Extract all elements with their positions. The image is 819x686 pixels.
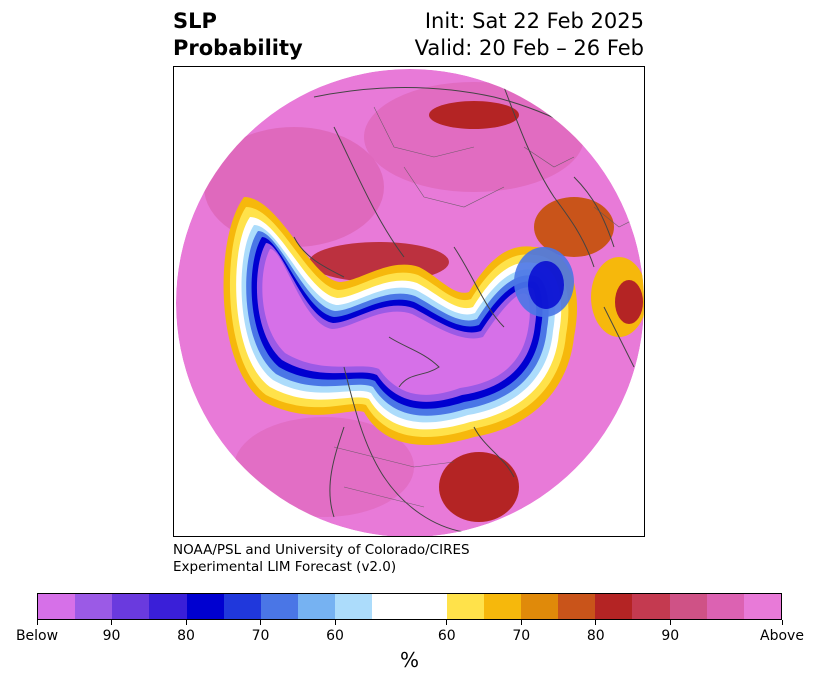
colorbar-tick [520,620,522,625]
colorbar-segment [483,594,522,619]
map-panel [173,66,645,537]
colorbar [37,593,782,620]
colorbar-segment [38,594,76,619]
colorbar-tick [669,620,671,625]
above-region-atlantic-red [439,452,519,522]
colorbar-tick-label: 80 [177,628,195,644]
below-region-europe-core [528,261,564,309]
colorbar-unit-label: % [399,648,419,672]
colorbar-segment [298,594,336,619]
colorbar-tick-label: 60 [326,628,344,644]
credit-line-2: Experimental LIM Forecast (v2.0) [173,559,397,575]
coastlines [293,86,635,533]
colorbar-tick [446,620,448,625]
above-region-asia-red [615,280,643,324]
colorbar-segment [75,594,113,619]
above-region-asia-orange [534,197,614,257]
colorbar-tick-label: Above [760,628,804,644]
colorbar-tick [781,620,783,625]
colorbar-segment [446,594,484,619]
colorbar-tick-label: 60 [437,628,456,644]
title-variable: SLP [173,9,217,33]
colorbar-tick [334,620,336,625]
colorbar-segment [558,594,596,619]
colorbar-segment [669,594,707,619]
below-region-core [262,249,530,395]
title-kind: Probability [173,36,303,60]
colorbar-segment [595,594,633,619]
colorbar-tick-label: 90 [102,628,121,644]
valid-range: Valid: 20 Feb – 26 Feb [414,36,644,60]
colorbar-tick [36,620,38,625]
colorbar-segment [706,594,744,619]
colorbar-tick [260,620,261,625]
colorbar-segment [260,594,299,619]
colorbar-tick-label: 90 [661,628,680,644]
colorbar-segment [521,594,559,619]
credit-text: NOAA/PSL and University of Colorado/CIRE… [173,542,470,576]
colorbar-segment [335,594,373,619]
above-region-southwest [234,417,414,517]
colorbar-segment [112,594,150,619]
colorbar-segment [632,594,670,619]
title-right: Init: Sat 22 Feb 2025 Valid: 20 Feb – 26… [415,8,644,62]
colorbar-ticks: Below 90 80 70 60 60 70 80 90 Above [16,620,804,644]
colorbar-tick-label: 70 [251,628,270,644]
country-borders [333,106,640,508]
colorbar-tick [185,620,187,625]
colorbar-segment [186,594,224,619]
init-date: Init: Sat 22 Feb 2025 [424,9,644,33]
colorbar-tick [595,620,597,625]
colorbar-tick-label: Below [15,628,59,644]
probability-map [176,69,644,536]
colorbar-tick [111,620,112,625]
colorbar-tick-label: 70 [512,628,531,644]
above-region-north [364,82,584,192]
colorbar-tick-label: 80 [586,628,605,644]
colorbar-segment [372,594,447,619]
above-region-europe-red [429,101,519,129]
colorbar-segment [149,594,187,619]
credit-line-1: NOAA/PSL and University of Colorado/CIRE… [173,542,470,558]
colorbar-segment [743,594,782,619]
colorbar-segment [223,594,261,619]
title-left: SLP Probability [173,8,303,62]
